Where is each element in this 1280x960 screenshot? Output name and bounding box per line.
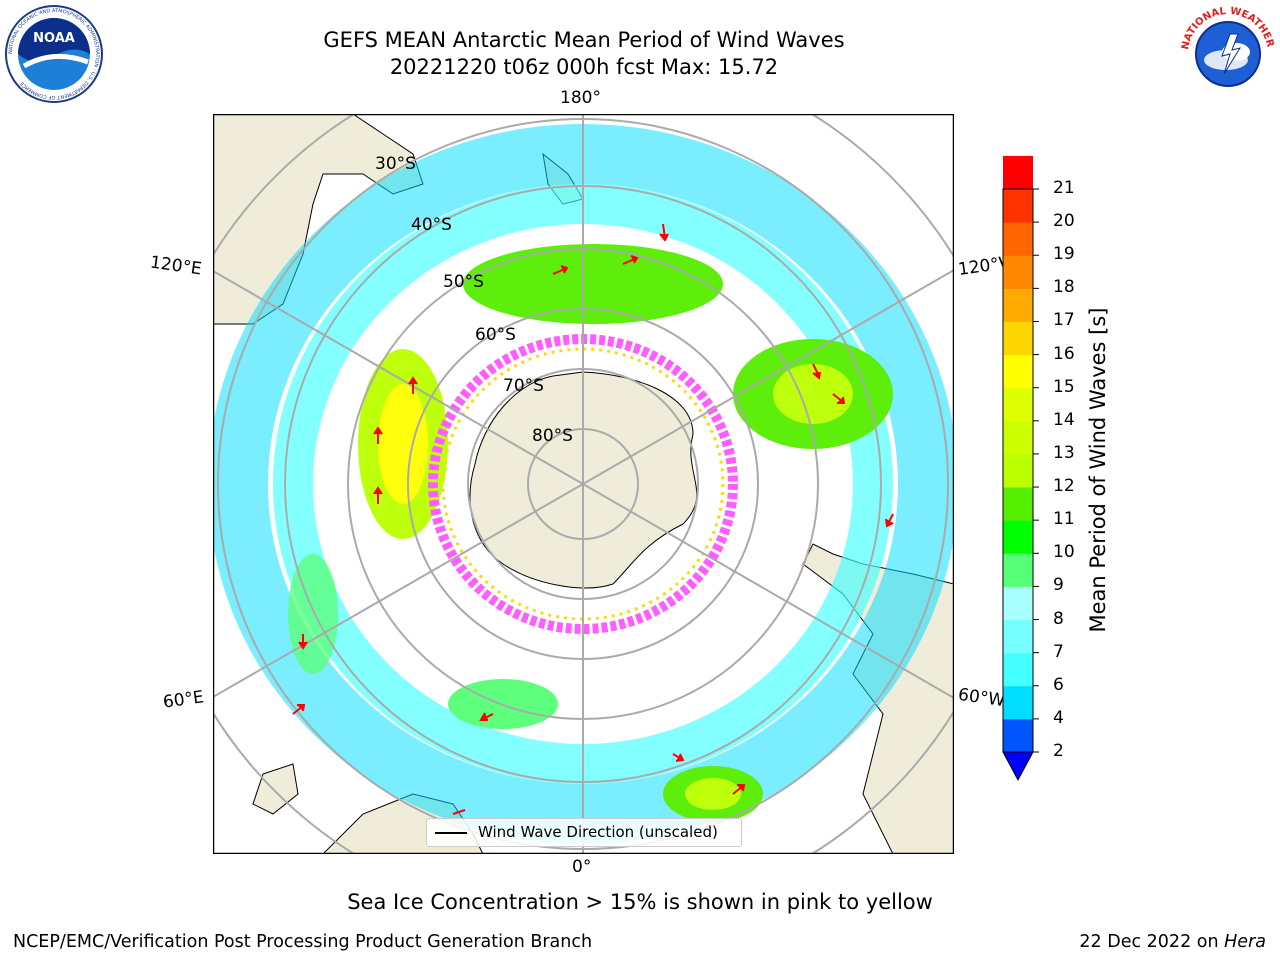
footer-credit: NCEP/EMC/Verification Post Processing Pr… [13, 932, 593, 952]
colorbar-cell [1003, 619, 1033, 654]
colorbar-tick-label: 7 [1053, 641, 1064, 662]
lat-label-50s: 50°S [443, 272, 484, 292]
colorbar-tick-label: 19 [1053, 244, 1075, 265]
svg-text:NOAA: NOAA [33, 31, 75, 46]
colorbar-cell [1003, 354, 1033, 389]
chart-subtitle: 20221220 t06z 000h fcst Max: 15.72 [389, 55, 779, 79]
footer-date-text: 22 Dec 2022 on [1079, 932, 1219, 952]
polar-map: 30°S 40°S 50°S 60°S 70°S 80°S [213, 114, 954, 854]
legend-label: Wind Wave Direction (unscaled) [478, 823, 718, 841]
lat-label-40s: 40°S [411, 215, 452, 235]
colorbar-min-extension [1002, 751, 1034, 782]
colorbar-cell [1003, 420, 1033, 455]
colorbar-tick-label: 9 [1053, 575, 1064, 596]
lat-label-70s: 70°S [503, 376, 544, 396]
colorbar-tick-label: 21 [1053, 178, 1075, 198]
lon-label-120w: 120°W [956, 252, 1017, 280]
colorbar-cell [1003, 586, 1033, 621]
colorbar-tick-label: 14 [1053, 409, 1075, 430]
colorbar-cell [1003, 222, 1033, 256]
colorbar-tick-label: 4 [1053, 707, 1064, 728]
colorbar-cell [1003, 453, 1033, 488]
colorbar-tick-label: 6 [1053, 674, 1064, 695]
colorbar-tick-label: 10 [1053, 542, 1075, 563]
lon-label-180: 180° [560, 88, 601, 108]
colorbar-cell [1003, 652, 1033, 687]
colorbar-tick-label: 12 [1053, 476, 1075, 497]
colorbar-cell [1003, 487, 1033, 521]
colorbar-tick-label: 2 [1053, 741, 1064, 761]
colorbar-cell [1003, 321, 1033, 356]
colorbar-tick-label: 17 [1053, 310, 1075, 331]
legend: Wind Wave Direction (unscaled) [426, 818, 742, 847]
footer-machine: Hera [1224, 932, 1266, 952]
colorbar-tick-label: 16 [1053, 343, 1075, 364]
lon-label-0: 0° [572, 857, 592, 877]
colorbar-title: Mean Period of Wind Waves [s] [1086, 307, 1110, 633]
legend-line-swatch [435, 832, 467, 834]
graticule [213, 114, 954, 854]
wind-wave-arrows [292, 223, 894, 815]
lon-label-120e: 120°E [148, 252, 203, 280]
colorbar-cell [1003, 189, 1033, 223]
footer-date: 22 Dec 2022 on Hera [1079, 932, 1266, 952]
nws-logo: NATIONAL WEATHER SERVICE [1178, 4, 1276, 102]
colorbar-tick-label: 11 [1053, 509, 1075, 530]
colorbar-tick-label: 13 [1053, 442, 1075, 463]
colorbar-cell [1003, 288, 1033, 322]
lat-label-60s: 60°S [475, 325, 516, 345]
noaa-logo: NOAA NATIONAL OCEANIC AND ATMOSPHERIC AD… [5, 5, 103, 103]
chart-title: GEFS MEAN Antarctic Mean Period of Wind … [323, 28, 845, 52]
colorbar-cell [1003, 387, 1033, 422]
colorbar-cell [1003, 718, 1033, 753]
colorbar-cell [1003, 155, 1033, 190]
colorbar-cell [1003, 553, 1033, 587]
colorbar-cell [1003, 520, 1033, 554]
lon-label-60w: 60°W [956, 684, 1007, 712]
lat-label-30s: 30°S [375, 154, 416, 174]
colorbar-tick-label: 15 [1053, 376, 1075, 397]
lon-label-60e: 60°E [161, 687, 206, 713]
lat-label-80s: 80°S [532, 426, 573, 446]
colorbar-tick-label: 20 [1053, 211, 1075, 232]
colorbar-tick-label: 8 [1053, 608, 1064, 629]
sea-ice-note: Sea Ice Concentration > 15% is shown in … [347, 890, 933, 914]
colorbar-tick-label: 18 [1053, 277, 1075, 298]
colorbar-cell [1003, 685, 1033, 720]
